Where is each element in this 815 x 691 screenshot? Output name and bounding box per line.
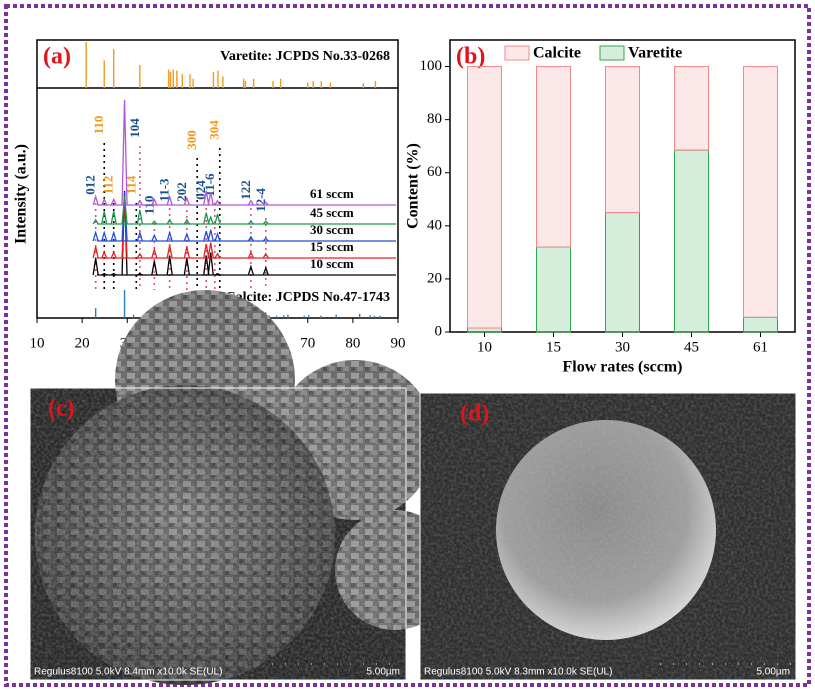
sem-noise (420, 393, 796, 680)
x-tick-label: 10 (30, 335, 45, 351)
x-axis-title: Flow rates (sccm) (563, 359, 683, 376)
bar-segment (606, 213, 640, 332)
x-tick-label: 70 (300, 335, 315, 351)
x-tick-label: 45 (684, 339, 699, 355)
y-tick-label: 60 (427, 164, 442, 180)
peak (248, 267, 253, 275)
peak (208, 230, 213, 241)
peak-label: 110 (91, 116, 106, 135)
series-label: 45 sccm (310, 205, 354, 220)
panel-label: (d) (460, 401, 489, 427)
y-tick-label: 0 (435, 323, 443, 339)
bar-segment (606, 67, 640, 213)
scale-label: 5.00µm (756, 667, 790, 678)
peak-label: 122 (238, 180, 253, 200)
sem-caption: Regulus8100 5.0kV 8.4mm x10.0k SE(UL) (34, 667, 222, 678)
bar-segment (537, 67, 571, 248)
x-tick-label: 10 (477, 339, 492, 355)
bar-segment (744, 67, 778, 318)
peak (215, 234, 220, 241)
peak (93, 258, 98, 275)
x-tick-label: 80 (345, 335, 360, 351)
peak-label: 104 (127, 118, 142, 138)
panel-d: (d) Regulus8100 5.0kV 8.3mm x10.0k SE(UL… (420, 393, 796, 680)
series-label: 61 sccm (310, 186, 354, 201)
peak-label: 12-4 (253, 188, 268, 212)
panel-b: 0 20 40 60 80 100 Content (%) Flow rates (sccm)… (405, 40, 795, 376)
sem-caption: Regulus8100 5.0kV 8.3mm x10.0k SE(UL) (424, 667, 612, 678)
peak (204, 213, 209, 224)
peak-label: 012 (83, 175, 98, 195)
bar-segment (675, 150, 709, 332)
y-tick-label: 40 (427, 217, 442, 233)
peak-label: 114 (123, 175, 138, 194)
x-tick-label: 15 (546, 339, 561, 355)
x-tick-label: 90 (391, 335, 406, 351)
figure: 1020304050607080902 theta (degree)Intens… (0, 0, 815, 691)
sem-noise (30, 388, 406, 680)
y-tick-label: 100 (420, 58, 443, 74)
panel-label: (c) (48, 396, 75, 422)
x-tick-label: 20 (75, 335, 90, 351)
peak-label: 11-6 (202, 173, 217, 197)
y-tick-label: 80 (427, 111, 442, 127)
legend-swatch (600, 46, 624, 60)
x-tick-label: 61 (753, 339, 768, 355)
bar-segment (468, 67, 502, 328)
peak (152, 235, 157, 241)
y-tick-label: 20 (427, 270, 442, 286)
x-tick-label: 30 (615, 339, 630, 355)
peak (184, 234, 189, 241)
y-axis-title: Content (%) (405, 143, 422, 229)
bar-segment (468, 328, 502, 332)
legend-label: Varetite (628, 45, 682, 62)
panel-label: (b) (456, 44, 485, 70)
legend-swatch (505, 46, 529, 60)
peak (208, 217, 213, 224)
bar-segment (675, 67, 709, 151)
peak (184, 258, 189, 275)
legend-label: Calcite (533, 45, 581, 62)
peak-label: 304 (207, 120, 222, 140)
peak-label: 112 (101, 176, 116, 195)
y-axis-title: Intensity (a.u.) (13, 144, 30, 244)
bar-segment (744, 317, 778, 332)
peak-label: 300 (184, 130, 199, 150)
reference-label: Varetite: JCPDS No.33-0268 (220, 49, 390, 64)
scale-label: 5.00µm (366, 667, 400, 678)
bar-segment (537, 247, 571, 332)
panel-label: (a) (43, 44, 71, 70)
